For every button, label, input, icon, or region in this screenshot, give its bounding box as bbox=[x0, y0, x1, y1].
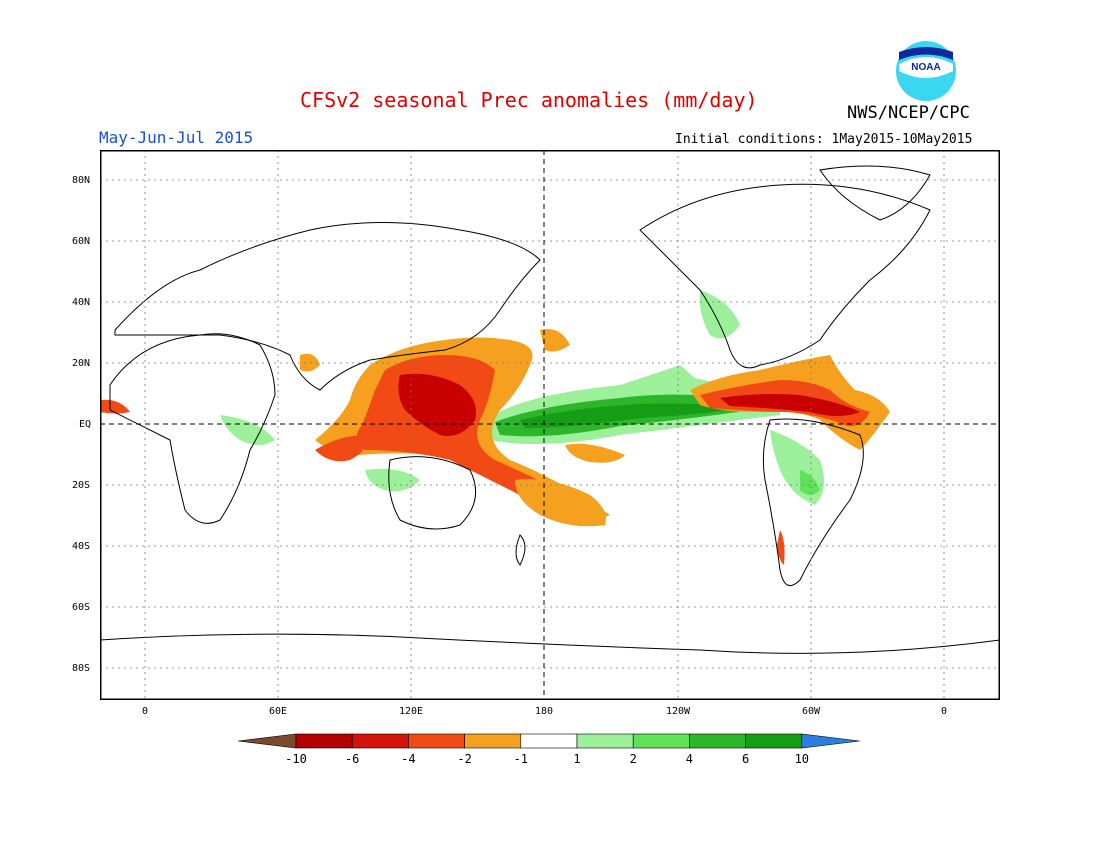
initial-conditions-label: Initial conditions: 1May2015-10May2015 bbox=[675, 132, 973, 147]
coast-antarctica bbox=[100, 633, 1000, 654]
lat-label: 20S bbox=[72, 480, 91, 491]
lat-label: 80N bbox=[72, 175, 91, 186]
lat-label: 40N bbox=[72, 297, 91, 308]
graticule bbox=[100, 150, 1000, 700]
colorbar-swatch-high bbox=[801, 733, 860, 749]
logo-text: NOAA bbox=[911, 62, 940, 73]
lon-label: 60W bbox=[801, 706, 821, 717]
colorbar-swatch bbox=[351, 733, 409, 749]
colorbar-label: -10 bbox=[285, 752, 307, 766]
lon-label: 120W bbox=[665, 706, 691, 717]
coast-new-zealand bbox=[515, 534, 526, 566]
colorbar-label: -1 bbox=[513, 752, 529, 766]
coastlines bbox=[100, 165, 1000, 654]
lon-label: 120E bbox=[398, 706, 424, 717]
colorbar-label: 2 bbox=[629, 752, 637, 766]
chart-title: CFSv2 seasonal Prec anomalies (mm/day) bbox=[300, 88, 758, 112]
colorbar-swatch bbox=[295, 733, 353, 749]
wet-anomaly-north-atlantic bbox=[699, 290, 740, 339]
dry-anomaly-south-pacific bbox=[515, 479, 606, 527]
colorbar-swatch bbox=[689, 733, 746, 749]
lat-label: 80S bbox=[72, 663, 91, 674]
coast-greenland bbox=[819, 165, 931, 221]
dry-anomaly-west-africa bbox=[100, 399, 130, 414]
colorbar-label: -2 bbox=[457, 752, 472, 766]
lat-label: 60N bbox=[72, 236, 91, 247]
lat-label: 60S bbox=[72, 602, 91, 613]
colorbar-label: 1 bbox=[573, 752, 581, 766]
coast-australia bbox=[388, 456, 477, 530]
colorbar-swatch bbox=[464, 733, 522, 749]
lat-label: 20N bbox=[72, 358, 91, 369]
dry-anomaly-indian-ocean bbox=[315, 435, 366, 462]
wet-anomaly-africa bbox=[220, 415, 275, 445]
lon-label: 0 bbox=[141, 706, 149, 717]
dry-anomaly-central-pacific bbox=[540, 329, 570, 352]
wet-anomaly-australia bbox=[365, 468, 420, 492]
colorbar-swatch bbox=[408, 733, 465, 749]
coast-north-america bbox=[639, 183, 931, 369]
dry-anomaly-atlantic-strong bbox=[720, 394, 860, 416]
dry-anomaly-andes bbox=[777, 530, 785, 565]
colorbar-swatch bbox=[520, 733, 578, 749]
period-label: May-Jun-Jul 2015 bbox=[99, 128, 254, 147]
colorbar-swatches bbox=[238, 733, 860, 749]
colorbar-label: 4 bbox=[685, 752, 693, 766]
lat-label: 40S bbox=[72, 541, 91, 552]
colorbar-label: 6 bbox=[741, 752, 750, 766]
lon-label: 60E bbox=[268, 706, 288, 717]
wet-anomaly-pacific-strong bbox=[520, 403, 740, 428]
dry-anomaly-south-central bbox=[565, 443, 625, 463]
colorbar-label: 10 bbox=[794, 752, 810, 766]
colorbar-label: -6 bbox=[344, 752, 360, 766]
wet-anomaly-south-america-mid bbox=[800, 470, 820, 495]
coast-eurasia bbox=[114, 222, 541, 391]
colorbar-label: -4 bbox=[401, 752, 416, 766]
colorbar-swatch bbox=[745, 733, 803, 749]
anomaly-map bbox=[100, 150, 1000, 700]
noaa-logo-icon: NOAA bbox=[896, 41, 956, 101]
lon-label: 0 bbox=[940, 706, 948, 717]
colorbar-swatch bbox=[576, 733, 634, 749]
map-frame bbox=[100, 150, 1000, 700]
coast-south-america bbox=[762, 418, 864, 587]
anomaly-fields bbox=[100, 290, 890, 565]
dry-anomaly-maritime-strong bbox=[398, 373, 476, 436]
lat-label: EQ bbox=[79, 419, 92, 430]
agency-label: NWS/NCEP/CPC bbox=[847, 103, 970, 123]
colorbar-swatch-low bbox=[238, 733, 297, 749]
lon-label: 180 bbox=[534, 706, 554, 717]
colorbar-swatch bbox=[632, 733, 690, 749]
